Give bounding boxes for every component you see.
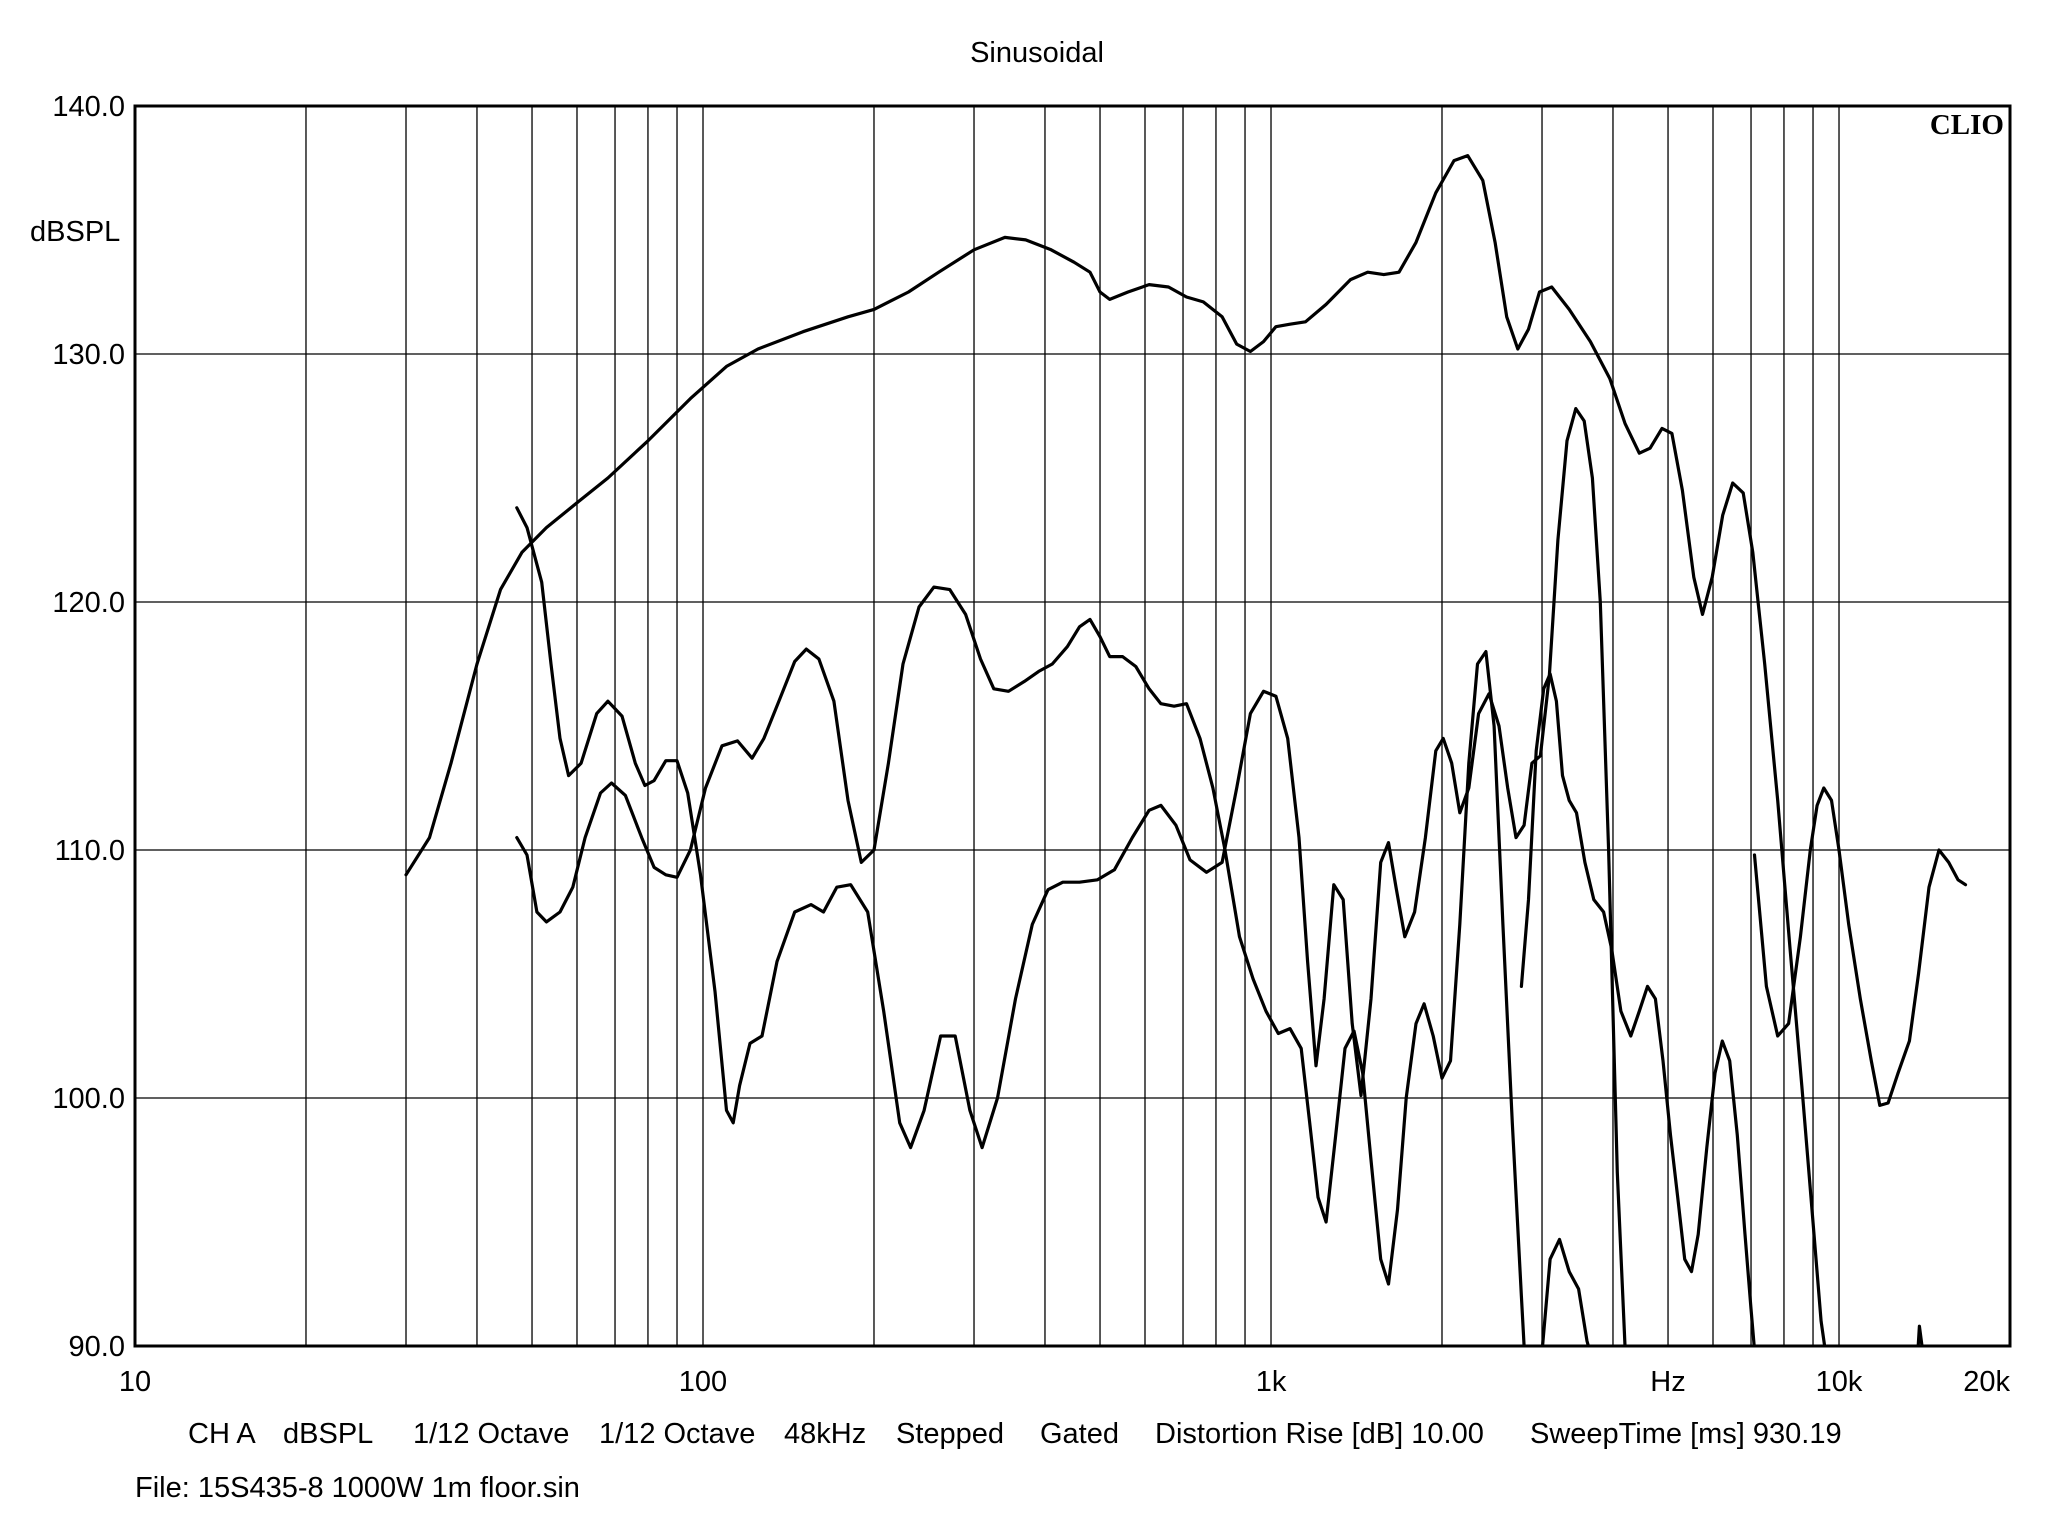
footer-channel: CH A <box>188 1418 256 1450</box>
footer-resolution: 1/12 Octave <box>413 1418 569 1450</box>
x-tick-label: Hz <box>1650 1366 1685 1398</box>
y-axis-label: dBSPL <box>30 216 120 248</box>
x-tick-label: 1k <box>1256 1366 1287 1398</box>
series-line-5 <box>1519 672 1756 1346</box>
series-line-2 <box>515 407 1627 1346</box>
series-line-7 <box>1916 1324 1924 1346</box>
chart-title: Sinusoidal <box>970 37 1104 69</box>
series-group <box>404 154 1968 1346</box>
series-line-4 <box>1540 1237 1591 1346</box>
x-tick-label: 10k <box>1816 1366 1863 1398</box>
y-tick-label: 130.0 <box>52 339 125 371</box>
footer-sweep-mode: Stepped <box>896 1418 1004 1450</box>
footer-sample-rate: 48kHz <box>784 1418 866 1450</box>
y-tick-label: 90.0 <box>69 1331 125 1363</box>
y-tick-label: 140.0 <box>52 91 125 123</box>
footer-file-name: File: 15S435-8 1000W 1m floor.sin <box>135 1472 580 1504</box>
x-tick-label: 100 <box>679 1366 727 1398</box>
clio-brand-label: CLIO <box>1930 109 2004 141</box>
plot-frame <box>133 104 2012 1348</box>
footer-gating: Gated <box>1040 1418 1119 1450</box>
footer-info: CH A dBSPL 1/12 Octave 1/12 Octave 48kHz… <box>135 1418 1842 1504</box>
series-line-1 <box>404 154 1827 1346</box>
x-tick-label: 20k <box>1963 1366 2010 1398</box>
series-line-6 <box>1752 786 1968 1107</box>
y-tick-labels: 140.0 130.0 120.0 110.0 100.0 90.0 <box>52 91 125 1363</box>
footer-sweep-time: SweepTime [ms] 930.19 <box>1530 1418 1842 1450</box>
footer-distortion-rise: Distortion Rise [dB] 10.00 <box>1155 1418 1484 1450</box>
x-tick-label: 10 <box>119 1366 151 1398</box>
y-tick-label: 110.0 <box>55 835 125 867</box>
y-tick-label: 100.0 <box>52 1083 125 1115</box>
y-tick-label: 120.0 <box>52 587 125 619</box>
footer-smoothing: 1/12 Octave <box>599 1418 755 1450</box>
x-tick-labels: 10 100 1k Hz 10k 20k <box>119 1366 2011 1398</box>
footer-unit: dBSPL <box>283 1418 373 1450</box>
grid <box>135 106 2010 1346</box>
series-line-3 <box>515 585 1526 1346</box>
